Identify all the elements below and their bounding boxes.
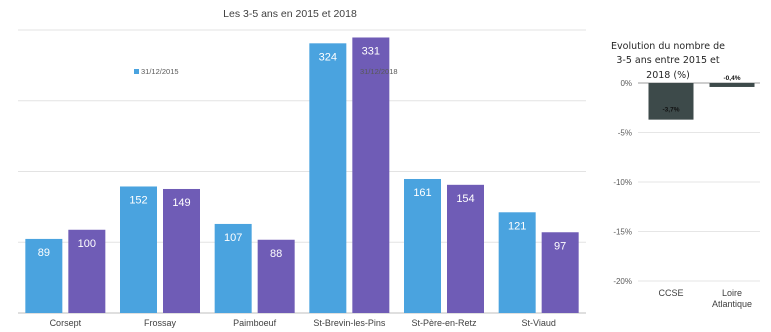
bar-2015-6 [498,212,536,313]
side-chart-title-line-2: 3-5 ans entre 2015 et [616,55,720,66]
bar-2015-1 [25,238,63,313]
side-y-tick-label: 0% [620,79,632,88]
evolution-bar-chart: Evolution du nombre de 3-5 ans entre 201… [611,41,760,309]
bar-2018-2 [163,188,200,313]
bar-value-label: 89 [38,247,50,259]
bar-value-label: 100 [78,238,96,250]
evolution-data-label: -0,4% [724,75,741,82]
bar-2015-2 [120,186,157,313]
bar-value-label: 324 [319,51,337,63]
main-bar-chart: Les 3-5 ans en 2015 et 2018 89 100 152 149 1… [18,8,586,328]
side-y-tick-label: -5% [618,129,632,138]
bar-value-label: 88 [270,248,282,260]
category-label: St-Brevin-les-Pins [313,318,386,328]
bar-value-label: 152 [129,194,147,206]
bar-2018-5 [447,184,484,313]
side-category-label: CCSE [658,288,683,298]
category-label: St-Viaud [521,318,555,328]
category-label: Paimboeuf [233,318,277,328]
evolution-bar-2 [709,83,755,87]
bar-value-label: 121 [508,220,526,232]
side-chart-title-line-1: Evolution du nombre de [611,41,725,52]
legend-swatch-2018 [353,69,358,74]
bar-2018-3 [257,239,295,313]
bar-value-label: 161 [413,187,431,199]
bar-value-label: 149 [172,197,190,209]
legend-label-2018: 31/12/2018 [360,67,398,76]
side-chart-title-line-3: 2018 (%) [646,70,690,81]
evolution-bar-1 [648,83,694,120]
evolution-data-label: -3,7% [663,107,680,114]
bar-value-label: 331 [362,45,380,57]
category-label: St-Père-en-Retz [411,318,477,328]
side-category-label: Loire Atlantique [712,288,752,309]
legend-swatch-2015 [134,69,139,74]
bar-2015-4 [309,43,347,313]
bar-2018-4 [352,37,390,313]
side-y-tick-label: -20% [613,277,632,286]
bar-value-label: 97 [554,240,566,252]
side-y-tick-label: -10% [613,178,632,187]
bar-value-label: 107 [224,232,242,244]
bar-value-label: 154 [456,193,474,205]
bar-2015-5 [404,178,441,313]
legend-label-2015: 31/12/2015 [141,67,179,76]
category-label: Frossay [144,318,177,328]
bar-2018-1 [68,229,106,313]
bar-2015-3 [214,223,252,313]
bar-2018-6 [541,232,579,313]
main-chart-title: Les 3-5 ans en 2015 et 2018 [223,8,357,20]
category-label: Corsept [50,318,82,328]
side-y-tick-label: -15% [613,228,632,237]
